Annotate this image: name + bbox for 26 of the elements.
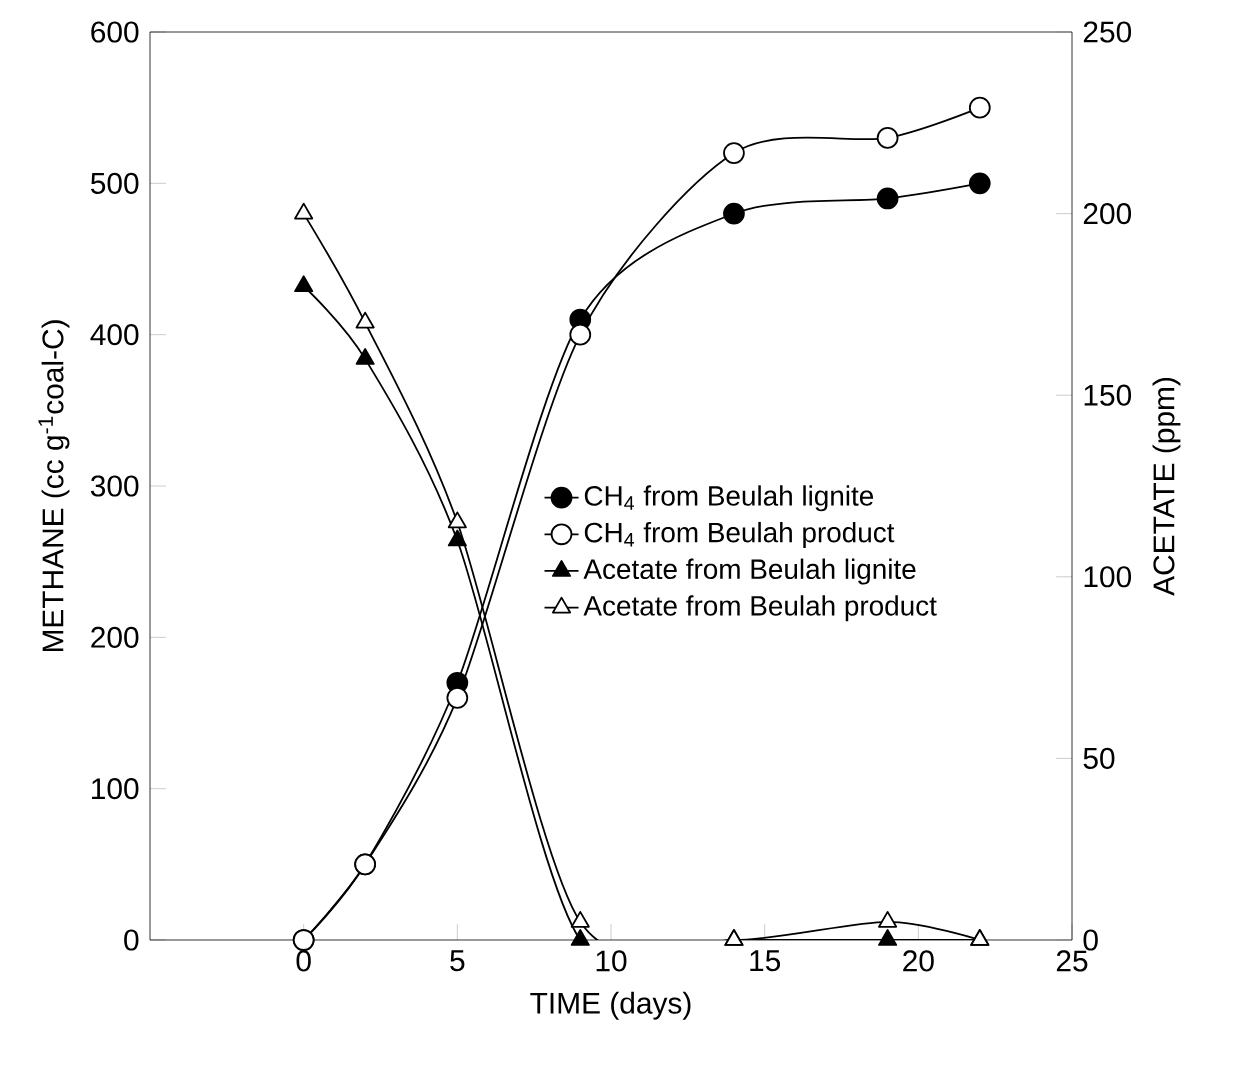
y-tick-label: 200 (91, 626, 139, 648)
legend-label: Acetate from Beulah lignite (583, 558, 916, 585)
y-tick-label: 0 (124, 929, 139, 951)
y2-tick-label: 200 (1083, 203, 1132, 225)
y-tick-label: 300 (90, 475, 139, 497)
y2-tick-label: 50 (1083, 747, 1115, 769)
y2-tick-label: 250 (1083, 21, 1132, 43)
legend-label: Acetate from Beulah product (583, 595, 937, 622)
x-tick-label: 25 (1056, 950, 1088, 972)
x-axis-title: TIME (days) (530, 991, 691, 1020)
y-axis-title: METHANE (cc g$^{-1}$coal-C) (38, 320, 70, 652)
x-tick-label: 0 (296, 950, 311, 972)
y-tick-label: 500 (90, 172, 139, 194)
y-tick-label: 600 (91, 21, 139, 43)
y2-tick-label: 0 (1083, 929, 1098, 951)
legend-label: CH$_{4}$ from Beulah product (584, 521, 895, 548)
y-tick-label: 400 (90, 324, 139, 346)
x-tick-label: 5 (450, 950, 465, 972)
y2-tick-label: 150 (1084, 384, 1132, 406)
x-tick-label: 15 (750, 950, 781, 972)
y2-tick-label: 100 (1084, 566, 1132, 588)
legend-label: CH$_{4}$ from Beulah lignite (584, 485, 874, 512)
x-tick-label: 10 (596, 950, 627, 972)
x-tick-label: 20 (903, 950, 934, 972)
y-tick-label: 100 (92, 778, 139, 800)
y2-axis-title: ACETATE (ppm) (1152, 377, 1181, 596)
